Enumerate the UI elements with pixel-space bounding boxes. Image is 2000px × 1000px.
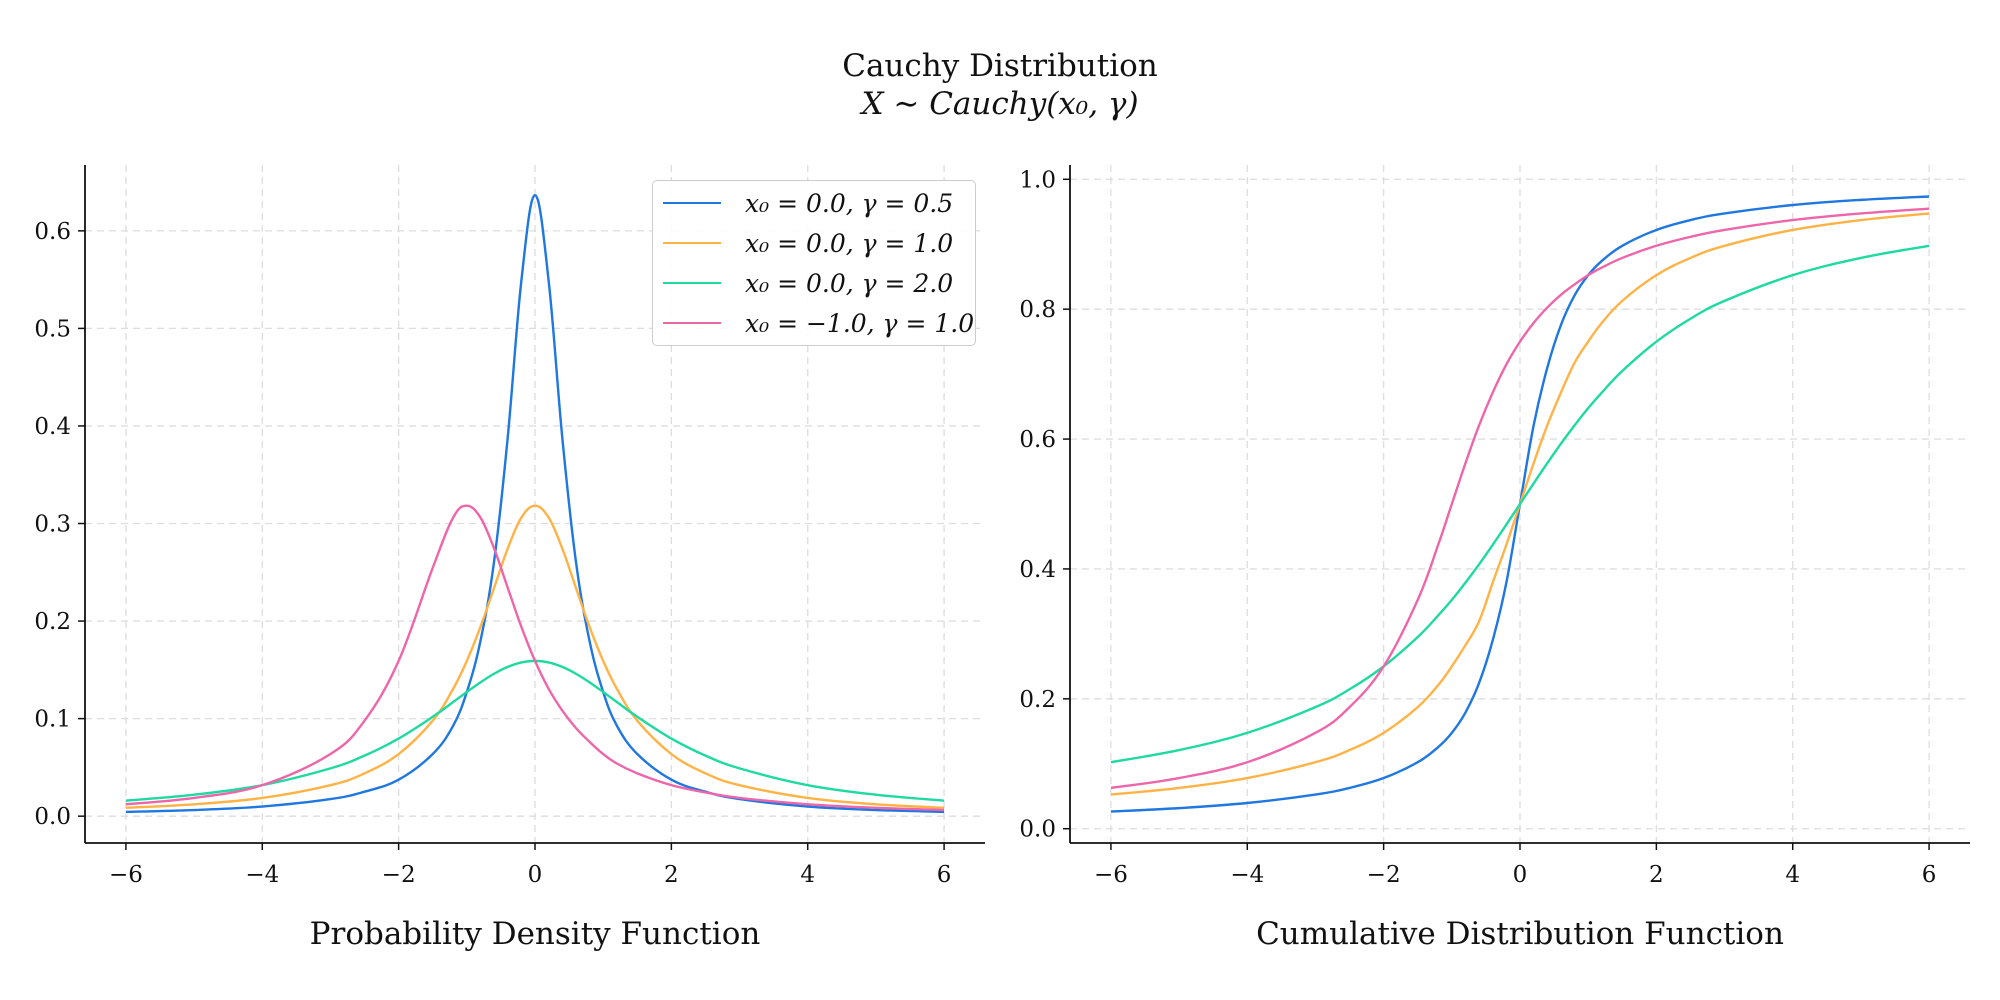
y-tick-label: 0.6 bbox=[1019, 427, 1056, 453]
y-tick-label: 0.2 bbox=[1019, 687, 1056, 713]
figure-subtitle: X ∼ Cauchy(x₀, γ) bbox=[861, 86, 1139, 122]
cdf-panel: −6 −4 −2 0 2 4 6 0.0 0.2 0.4 0.6 0.8 1.0 bbox=[1019, 165, 1970, 888]
series-line bbox=[125, 193, 945, 814]
x-tick-label: 2 bbox=[1649, 862, 1664, 888]
legend-label: x₀ = 0.0, γ = 1.0 bbox=[745, 228, 954, 258]
x-tick-label: −4 bbox=[245, 862, 279, 888]
legend-swatch bbox=[663, 321, 721, 325]
y-tick-label: 0.4 bbox=[34, 414, 71, 440]
x-tick-label: 2 bbox=[664, 862, 679, 888]
series-line bbox=[125, 504, 945, 809]
y-tick-label: 0.3 bbox=[34, 512, 71, 538]
legend-label: x₀ = 0.0, γ = 2.0 bbox=[745, 268, 954, 298]
y-tick-label: 0.6 bbox=[34, 219, 71, 245]
x-tick-label: 4 bbox=[1785, 862, 1800, 888]
y-tick-label: 0.4 bbox=[1019, 557, 1056, 583]
x-tick-label: −6 bbox=[109, 862, 143, 888]
y-tick-label: 1.0 bbox=[1019, 167, 1056, 193]
figure-title: Cauchy Distribution bbox=[842, 48, 1158, 84]
x-tick-label: 6 bbox=[1922, 862, 1937, 888]
pdf-legend: x₀ = 0.0, γ = 0.5 x₀ = 0.0, γ = 1.0 x₀ =… bbox=[652, 180, 976, 346]
x-tick-label: −2 bbox=[1367, 862, 1401, 888]
x-tick-label: 0 bbox=[528, 862, 543, 888]
series-line bbox=[1110, 244, 1930, 764]
x-tick-label: 6 bbox=[937, 862, 952, 888]
x-tick-label: −4 bbox=[1230, 862, 1264, 888]
legend-label: x₀ = 0.0, γ = 0.5 bbox=[745, 188, 954, 218]
pdf-xlabel: Probability Density Function bbox=[309, 916, 761, 952]
x-tick-label: 0 bbox=[1513, 862, 1528, 888]
series-line bbox=[1110, 207, 1930, 790]
legend-label: x₀ = −1.0, γ = 1.0 bbox=[745, 308, 975, 338]
legend-item: x₀ = 0.0, γ = 1.0 bbox=[653, 223, 953, 263]
y-tick-label: 0.2 bbox=[34, 609, 71, 635]
y-tick-label: 0.5 bbox=[34, 316, 71, 342]
legend-swatch bbox=[663, 241, 721, 245]
series-line bbox=[125, 504, 945, 812]
x-tick-label: 4 bbox=[800, 862, 815, 888]
legend-item: x₀ = 0.0, γ = 0.5 bbox=[653, 183, 953, 223]
legend-item: x₀ = −1.0, γ = 1.0 bbox=[653, 303, 974, 343]
legend-swatch bbox=[663, 201, 721, 205]
x-tick-label: −6 bbox=[1094, 862, 1128, 888]
x-tick-label: −2 bbox=[382, 862, 416, 888]
y-tick-label: 0.0 bbox=[1019, 817, 1056, 843]
y-tick-label: 0.0 bbox=[34, 804, 71, 830]
legend-item: x₀ = 0.0, γ = 2.0 bbox=[653, 263, 953, 303]
y-tick-label: 0.1 bbox=[34, 707, 71, 733]
legend-swatch bbox=[663, 281, 721, 285]
cdf-xlabel: Cumulative Distribution Function bbox=[1256, 916, 1784, 952]
y-tick-label: 0.8 bbox=[1019, 297, 1056, 323]
